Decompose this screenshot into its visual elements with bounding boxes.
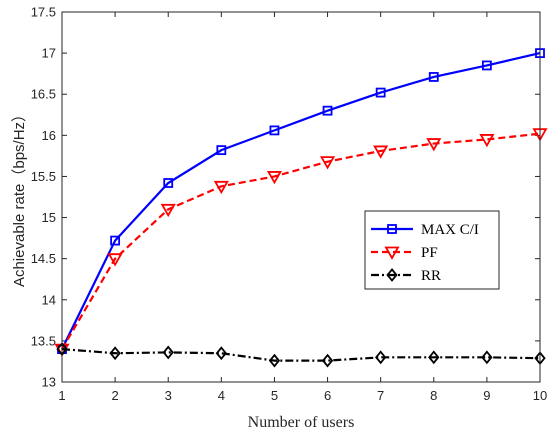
data-point bbox=[479, 134, 495, 148]
x-tick-label: 7 bbox=[377, 388, 384, 403]
x-tick-label: 5 bbox=[271, 388, 278, 403]
x-tick-label: 9 bbox=[483, 388, 490, 403]
x-tick-label: 2 bbox=[111, 388, 118, 403]
data-point bbox=[481, 350, 493, 365]
data-point bbox=[269, 125, 280, 136]
y-tick-label: 14.5 bbox=[31, 251, 56, 266]
data-point bbox=[320, 156, 336, 170]
y-tick-label: 14 bbox=[42, 292, 56, 307]
x-tick-label: 3 bbox=[165, 388, 172, 403]
plot-area bbox=[62, 12, 540, 382]
data-point bbox=[322, 105, 333, 116]
y-tick-label: 17.5 bbox=[31, 5, 56, 20]
legend-marker bbox=[387, 224, 397, 234]
x-tick-label: 6 bbox=[324, 388, 331, 403]
data-point bbox=[110, 235, 121, 246]
data-point bbox=[216, 145, 227, 156]
data-point bbox=[162, 345, 174, 360]
data-point bbox=[428, 72, 439, 82]
data-point bbox=[268, 353, 281, 368]
legend-label: RR bbox=[421, 268, 441, 284]
y-tick-label: 16.5 bbox=[31, 87, 56, 102]
data-point bbox=[321, 353, 334, 368]
series-max-c-i bbox=[57, 48, 545, 355]
data-point bbox=[481, 60, 492, 71]
y-tick-label: 15 bbox=[42, 210, 56, 225]
data-point bbox=[375, 87, 386, 98]
data-point bbox=[266, 171, 282, 185]
legend-marker bbox=[386, 268, 398, 282]
y-axis-label: Achievable rate（bps/Hz） bbox=[11, 107, 28, 287]
y-tick-label: 13.5 bbox=[31, 333, 56, 348]
x-tick-label: 1 bbox=[58, 388, 65, 403]
y-axis: 13 13.5 14 14.5 15 15.5 16 16.5 17 17.5 bbox=[31, 5, 540, 390]
x-tick-label: 4 bbox=[218, 388, 225, 403]
data-point bbox=[160, 203, 176, 218]
legend-marker bbox=[384, 246, 400, 260]
data-point bbox=[213, 180, 229, 195]
data-point bbox=[107, 253, 123, 267]
series-layer bbox=[54, 48, 548, 368]
data-point bbox=[215, 346, 227, 361]
data-point bbox=[375, 350, 387, 365]
y-tick-label: 16 bbox=[42, 128, 56, 143]
data-point bbox=[109, 346, 121, 361]
y-tick-label: 15.5 bbox=[31, 169, 56, 184]
data-point bbox=[426, 138, 442, 152]
series-line bbox=[61, 52, 541, 350]
x-tick-label: 8 bbox=[430, 388, 437, 403]
x-tick-label: 10 bbox=[533, 388, 547, 403]
data-point bbox=[373, 145, 389, 159]
data-point bbox=[428, 350, 440, 365]
series-line bbox=[61, 132, 541, 350]
legend: MAX C/I PF RR bbox=[364, 210, 500, 290]
legend-label: MAX C/I bbox=[421, 222, 479, 238]
x-axis-label: Number of users bbox=[248, 414, 355, 431]
plot-frame bbox=[61, 11, 541, 383]
y-tick-label: 13 bbox=[42, 375, 56, 390]
legend-label: PF bbox=[421, 245, 438, 261]
data-point bbox=[163, 178, 174, 188]
y-tick-label: 17 bbox=[42, 46, 56, 61]
